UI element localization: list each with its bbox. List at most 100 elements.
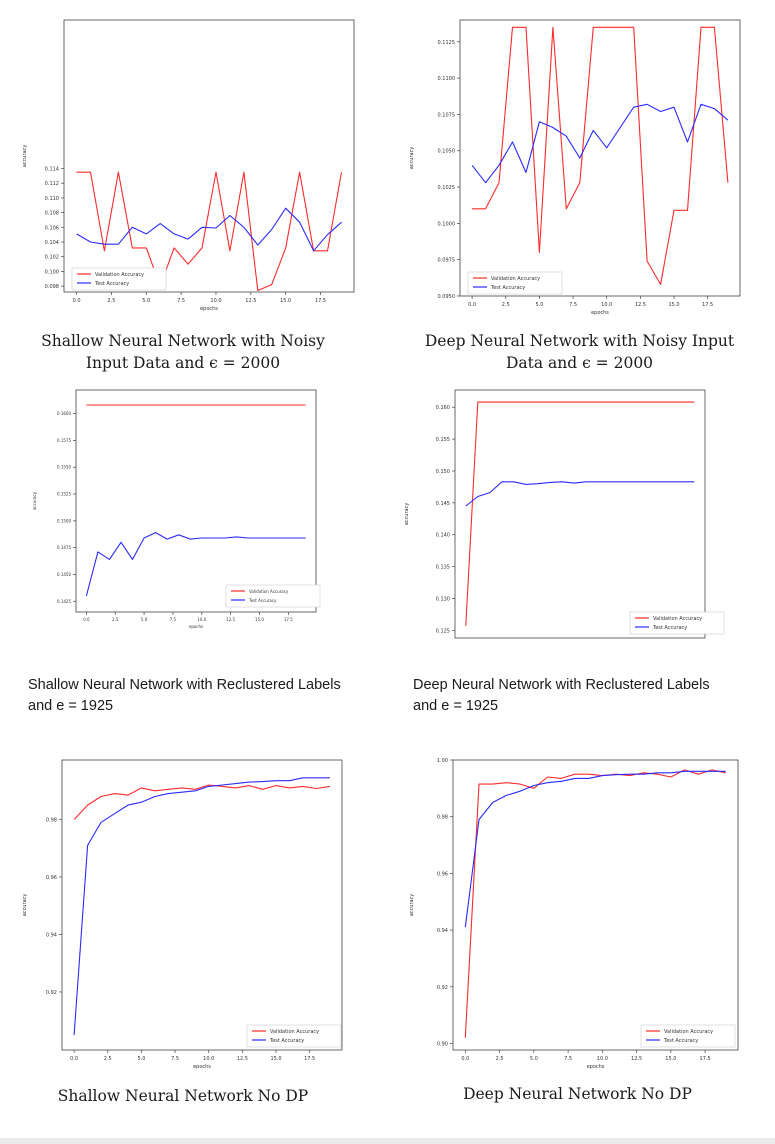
test-accuracy-line bbox=[464, 770, 726, 928]
y-axis-label: accuracy bbox=[22, 894, 28, 917]
y-axis-label: accuracy bbox=[404, 503, 410, 526]
legend-label: Validation Accuracy bbox=[491, 276, 540, 282]
y-tick-label: 0.160 bbox=[436, 405, 450, 411]
caption-deep-reclustered: Deep Neural Network with Reclustered Lab… bbox=[413, 677, 710, 714]
y-tick-label: 0.1450 bbox=[57, 572, 71, 577]
y-tick-label: 0.1475 bbox=[57, 545, 71, 550]
y-tick-label: 0.90 bbox=[437, 1041, 448, 1047]
y-tick-label: 0.92 bbox=[437, 985, 448, 991]
y-axis-label: accuracy bbox=[409, 894, 415, 917]
y-tick-label: 0.0950 bbox=[438, 294, 456, 300]
test-accuracy-line bbox=[85, 532, 306, 597]
caption-shallow-noisy: Shallow Neural Network with Noisy Input … bbox=[41, 332, 325, 372]
y-tick-label: 0.96 bbox=[437, 871, 448, 877]
plot-frame bbox=[452, 759, 739, 1051]
test-accuracy-line bbox=[73, 777, 330, 1036]
legend-label: Test Accuracy bbox=[94, 281, 129, 287]
x-tick-label: 15.0 bbox=[665, 1056, 676, 1062]
validation-accuracy-line bbox=[464, 769, 726, 1038]
x-tick-label: 5.0 bbox=[530, 1056, 538, 1062]
x-tick-label: 10.0 bbox=[210, 298, 221, 304]
y-tick-label: 0.1575 bbox=[57, 438, 71, 443]
y-axis-label: accuracy bbox=[32, 491, 37, 510]
test-accuracy-line bbox=[465, 481, 695, 507]
chart-deep-no-dp: 0.90 0.92 0.94 0.96 0.98 1.00 0.0 2.5 5.0 7.5 10.0… bbox=[405, 752, 745, 1082]
y-axis-label: accuracy bbox=[22, 145, 28, 168]
x-tick-label: 7.5 bbox=[170, 617, 177, 622]
x-tick-label: 5.0 bbox=[142, 298, 150, 304]
y-tick-label: 0.1000 bbox=[438, 221, 456, 227]
x-tick-label: 2.5 bbox=[107, 298, 115, 304]
x-tick-label: 17.5 bbox=[702, 302, 713, 308]
y-tick-label: 0.0975 bbox=[438, 258, 456, 264]
chart-shallow-noisy: 0.098 0.100 0.102 0.104 0.106 0.108 0.110 0.112… bbox=[18, 15, 358, 325]
y-axis-label: accuracy bbox=[409, 147, 415, 170]
y-tick-label: 0.96 bbox=[46, 875, 57, 881]
caption-shallow-no-dp: Shallow Neural Network No DP bbox=[57, 1087, 309, 1105]
x-tick-label: 10.0 bbox=[601, 302, 612, 308]
x-tick-label: 17.5 bbox=[284, 617, 293, 622]
y-tick-label: 0.135 bbox=[436, 565, 450, 571]
caption-deep-no-dp: Deep Neural Network No DP bbox=[463, 1085, 692, 1103]
page-bottom-bar bbox=[0, 1138, 775, 1144]
legend-box bbox=[225, 584, 321, 608]
x-tick-label: 7.5 bbox=[564, 1056, 572, 1062]
legend-label: Validation Accuracy bbox=[270, 1029, 319, 1035]
x-tick-label: 12.5 bbox=[226, 617, 235, 622]
y-tick-label: 0.1525 bbox=[57, 492, 71, 497]
chart-svg: 0.098 0.100 0.102 0.104 0.106 0.108 0.110 0.112… bbox=[22, 19, 355, 312]
y-tick-label: 0.1075 bbox=[438, 112, 456, 118]
chart-svg: 0.90 0.92 0.94 0.96 0.98 1.00 0.0 2.5 5.0 7.5 10.0… bbox=[409, 758, 739, 1070]
validation-accuracy-line bbox=[472, 26, 729, 285]
y-tick-label: 0.102 bbox=[45, 255, 59, 261]
x-tick-label: 2.5 bbox=[502, 302, 510, 308]
x-tick-label: 2.5 bbox=[104, 1056, 112, 1062]
y-tick-label: 0.106 bbox=[45, 225, 59, 231]
y-tick-label: 0.92 bbox=[46, 990, 57, 996]
chart-svg: 0.1425 0.1450 0.1475 0.1500 0.1525 0.1550 0.15… bbox=[32, 389, 321, 629]
x-tick-label: 10.0 bbox=[197, 617, 206, 622]
x-tick-label: 10.0 bbox=[203, 1056, 214, 1062]
y-tick-label: 0.1500 bbox=[57, 518, 71, 523]
y-tick-label: 0.125 bbox=[436, 628, 450, 634]
x-tick-label: 5.0 bbox=[141, 617, 148, 622]
y-tick-label: 0.098 bbox=[45, 284, 59, 290]
test-accuracy-line bbox=[471, 103, 729, 184]
y-tick-label: 0.1100 bbox=[438, 76, 456, 82]
x-tick-label: 7.5 bbox=[569, 302, 577, 308]
x-axis-label: epochs bbox=[587, 1064, 605, 1070]
y-tick-label: 0.94 bbox=[46, 932, 57, 938]
y-tick-label: 0.140 bbox=[436, 533, 450, 539]
plot-frame bbox=[459, 19, 741, 297]
y-tick-label: 0.112 bbox=[45, 181, 59, 187]
y-tick-label: 0.155 bbox=[436, 437, 450, 443]
legend-box bbox=[71, 267, 167, 291]
legend-label: Validation Accuracy bbox=[664, 1029, 713, 1035]
x-tick-label: 7.5 bbox=[177, 298, 185, 304]
x-axis-label: epochs bbox=[189, 624, 203, 629]
y-tick-label: 0.1425 bbox=[57, 599, 71, 604]
y-tick-label: 0.130 bbox=[436, 596, 450, 602]
x-tick-label: 5.0 bbox=[137, 1056, 145, 1062]
legend-label: Test Accuracy bbox=[663, 1038, 698, 1044]
chart-shallow-reclustered: 0.1425 0.1450 0.1475 0.1500 0.1525 0.1550 0.15… bbox=[28, 385, 333, 650]
x-tick-label: 15.0 bbox=[668, 302, 679, 308]
x-tick-label: 5.0 bbox=[535, 302, 543, 308]
x-tick-label: 0.0 bbox=[461, 1056, 469, 1062]
legend-box bbox=[640, 1024, 736, 1048]
x-tick-label: 2.5 bbox=[496, 1056, 504, 1062]
y-tick-label: 0.1600 bbox=[57, 411, 71, 416]
chart-svg: 0.125 0.130 0.135 0.140 0.145 0.150 0.155 0.160… bbox=[404, 389, 725, 639]
x-tick-label: 0.0 bbox=[468, 302, 476, 308]
plot-frame bbox=[454, 389, 706, 639]
x-tick-label: 0.0 bbox=[83, 617, 90, 622]
legend-box bbox=[246, 1024, 342, 1048]
x-tick-label: 17.5 bbox=[304, 1056, 315, 1062]
chart-svg: 0.0950 0.0975 0.1000 0.1025 0.1050 0.1075 0.11… bbox=[409, 19, 741, 316]
x-tick-label: 12.5 bbox=[635, 302, 646, 308]
legend-box bbox=[467, 271, 563, 295]
x-tick-label: 17.5 bbox=[315, 298, 326, 304]
y-tick-label: 1.00 bbox=[437, 758, 448, 764]
legend-label: Validation Accuracy bbox=[249, 589, 289, 594]
legend-label: Validation Accuracy bbox=[95, 272, 144, 278]
